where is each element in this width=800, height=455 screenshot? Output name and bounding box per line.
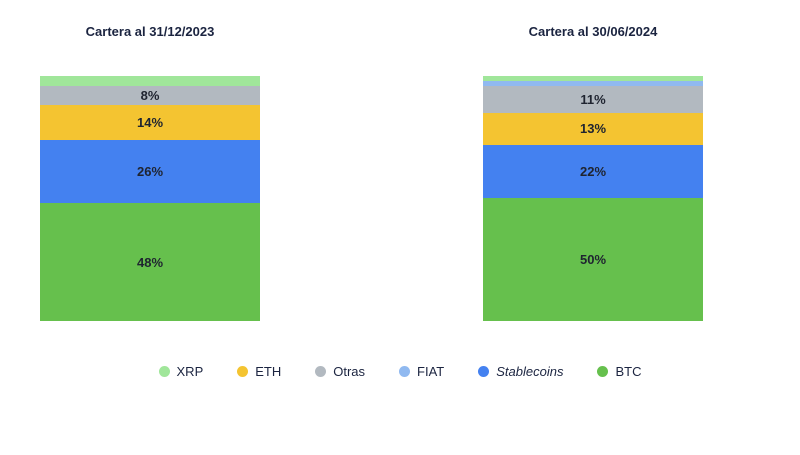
segment-percent-label: 11% xyxy=(580,91,606,107)
legend-swatch-btc-icon xyxy=(597,366,609,377)
legend-item-xrp: XRP xyxy=(158,364,204,379)
legend-swatch-otras-icon xyxy=(315,366,327,377)
legend-label: FIAT xyxy=(417,364,445,379)
segment-percent-label: 14% xyxy=(136,115,164,131)
legend-label: XRP xyxy=(176,364,204,379)
legend-label: Otras xyxy=(333,364,366,379)
stacked-bar-2023: 8% 14% 26% 48% xyxy=(40,76,260,321)
legend-label: ETH xyxy=(255,364,282,379)
bar-segment-xrp xyxy=(483,76,703,81)
bar-segment-fiat xyxy=(483,80,703,86)
segment-percent-label: 26% xyxy=(136,164,164,180)
bar-segment-eth: 13% xyxy=(483,112,703,145)
legend-swatch-xrp-icon xyxy=(158,366,170,377)
bar-segment-otras: 8% xyxy=(40,85,260,106)
segment-percent-label: 8% xyxy=(140,88,160,104)
bar-segment-btc: 48% xyxy=(40,203,260,321)
legend-swatch-fiat-icon xyxy=(399,366,411,377)
segment-percent-label: 13% xyxy=(579,121,607,137)
bar-segment-otras: 11% xyxy=(483,85,703,113)
chart-title-2024: Cartera al 30/06/2024 xyxy=(528,24,658,39)
stacked-bar-2024: 11% 13% 22% 50% xyxy=(483,76,703,321)
chart-title-2023: Cartera al 31/12/2023 xyxy=(85,24,215,39)
bar-segment-btc: 50% xyxy=(483,198,703,321)
legend-swatch-stablecoins-icon xyxy=(478,366,490,377)
legend-label: BTC xyxy=(615,364,642,379)
chart-2024: Cartera al 30/06/2024 11% 13% 22% 50% xyxy=(483,24,703,321)
bar-segment-stablecoins: 22% xyxy=(483,144,703,199)
legend-label: Stablecoins xyxy=(496,364,564,379)
chart-2023: Cartera al 31/12/2023 8% 14% 26% 48% xyxy=(40,24,260,321)
legend-item-otras: Otras xyxy=(315,364,365,379)
legend-item-stablecoins: Stablecoins xyxy=(478,364,563,379)
legend-item-eth: ETH xyxy=(237,364,281,379)
legend-swatch-eth-icon xyxy=(237,366,249,377)
legend: XRP ETH Otras FIAT Stablecoins BTC xyxy=(0,364,800,379)
legend-item-btc: BTC xyxy=(597,364,641,379)
segment-percent-label: 22% xyxy=(579,164,607,179)
bar-segment-stablecoins: 26% xyxy=(40,139,260,204)
segment-percent-label: 48% xyxy=(136,254,164,270)
bar-segment-eth: 14% xyxy=(40,105,260,140)
bar-segment-xrp xyxy=(40,76,260,86)
legend-item-fiat: FIAT xyxy=(399,364,444,379)
segment-percent-label: 50% xyxy=(579,252,607,268)
